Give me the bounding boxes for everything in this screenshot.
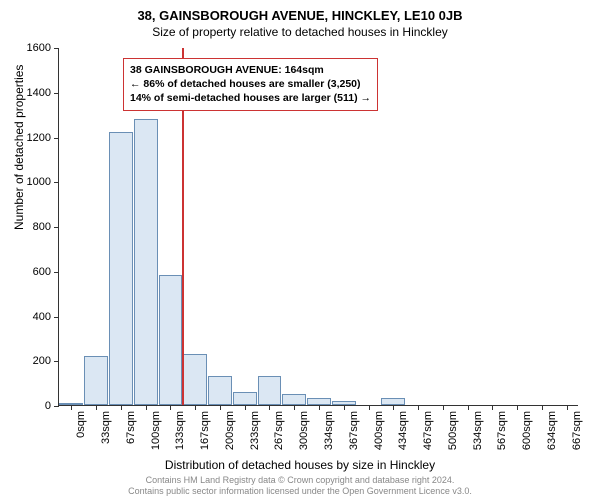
histogram-bar (183, 354, 207, 405)
xtick-label: 67sqm (125, 411, 137, 444)
xtick-mark (245, 405, 246, 410)
xtick-mark (517, 405, 518, 410)
xtick-mark (393, 405, 394, 410)
x-axis-label: Distribution of detached houses by size … (0, 458, 600, 472)
info-box-line: 14% of semi-detached houses are larger (… (130, 91, 371, 105)
ytick-mark (54, 361, 59, 362)
xtick-label: 600sqm (521, 411, 533, 450)
ytick-mark (54, 317, 59, 318)
xtick-label: 434sqm (397, 411, 409, 450)
xtick-label: 300sqm (298, 411, 310, 450)
xtick-mark (195, 405, 196, 410)
histogram-bar (381, 398, 405, 405)
ytick-mark (54, 406, 59, 407)
ytick-mark (54, 93, 59, 94)
xtick-mark (294, 405, 295, 410)
xtick-mark (492, 405, 493, 410)
xtick-mark (567, 405, 568, 410)
y-axis-label: Number of detached properties (12, 65, 26, 230)
histogram-bar (208, 376, 232, 405)
xtick-label: 534sqm (472, 411, 484, 450)
footer-credit: Contains HM Land Registry data © Crown c… (0, 475, 600, 498)
ytick-mark (54, 48, 59, 49)
xtick-label: 500sqm (447, 411, 459, 450)
xtick-mark (319, 405, 320, 410)
xtick-label: 400sqm (373, 411, 385, 450)
ytick-label: 1400 (27, 87, 51, 99)
ytick-mark (54, 227, 59, 228)
footer-line-1: Contains HM Land Registry data © Crown c… (0, 475, 600, 486)
xtick-label: 267sqm (273, 411, 285, 450)
histogram-bar (134, 119, 158, 405)
xtick-mark (468, 405, 469, 410)
histogram-bar (258, 376, 282, 405)
histogram-bar (84, 356, 108, 405)
histogram-bar (233, 392, 257, 405)
histogram-bar (282, 394, 306, 405)
info-box-line: 38 GAINSBOROUGH AVENUE: 164sqm (130, 63, 371, 77)
xtick-mark (220, 405, 221, 410)
xtick-mark (443, 405, 444, 410)
xtick-mark (269, 405, 270, 410)
xtick-mark (121, 405, 122, 410)
xtick-label: 567sqm (496, 411, 508, 450)
xtick-label: 200sqm (224, 411, 236, 450)
xtick-label: 167sqm (199, 411, 211, 450)
xtick-mark (96, 405, 97, 410)
page-subtitle: Size of property relative to detached ho… (0, 25, 600, 39)
xtick-label: 100sqm (150, 411, 162, 450)
ytick-label: 1600 (27, 42, 51, 54)
xtick-mark (170, 405, 171, 410)
ytick-label: 600 (33, 266, 51, 278)
ytick-label: 200 (33, 355, 51, 367)
ytick-label: 800 (33, 221, 51, 233)
info-box: 38 GAINSBOROUGH AVENUE: 164sqm← 86% of d… (123, 58, 378, 111)
ytick-label: 0 (45, 400, 51, 412)
histogram-chart: 020040060080010001200140016000sqm33sqm67… (58, 48, 578, 406)
xtick-label: 667sqm (571, 411, 583, 450)
xtick-mark (71, 405, 72, 410)
info-box-line: ← 86% of detached houses are smaller (3,… (130, 77, 371, 91)
xtick-label: 634sqm (546, 411, 558, 450)
xtick-label: 133sqm (174, 411, 186, 450)
xtick-label: 233sqm (249, 411, 261, 450)
xtick-label: 0sqm (75, 411, 87, 438)
xtick-label: 467sqm (422, 411, 434, 450)
histogram-bar (307, 398, 331, 405)
footer-line-2: Contains public sector information licen… (0, 486, 600, 497)
ytick-mark (54, 272, 59, 273)
xtick-mark (146, 405, 147, 410)
xtick-mark (418, 405, 419, 410)
ytick-label: 1200 (27, 132, 51, 144)
ytick-mark (54, 182, 59, 183)
xtick-label: 33sqm (100, 411, 112, 444)
page-title: 38, GAINSBOROUGH AVENUE, HINCKLEY, LE10 … (0, 8, 600, 23)
xtick-mark (369, 405, 370, 410)
ytick-label: 1000 (27, 176, 51, 188)
histogram-bar (109, 132, 133, 405)
xtick-label: 367sqm (348, 411, 360, 450)
xtick-mark (344, 405, 345, 410)
plot-area: 020040060080010001200140016000sqm33sqm67… (58, 48, 578, 406)
histogram-bar (159, 275, 183, 405)
xtick-label: 334sqm (323, 411, 335, 450)
ytick-label: 400 (33, 311, 51, 323)
ytick-mark (54, 138, 59, 139)
xtick-mark (542, 405, 543, 410)
